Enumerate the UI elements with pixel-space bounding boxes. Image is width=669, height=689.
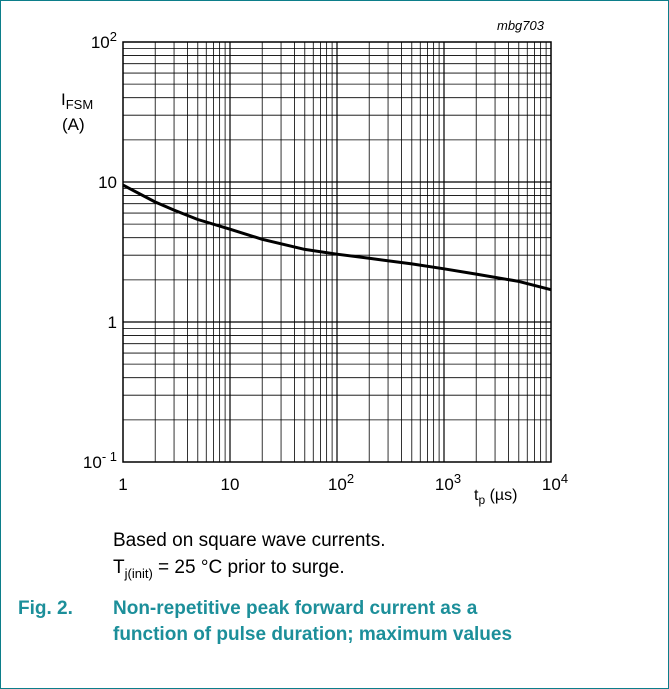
y-tick-label: 10 [98,173,117,192]
note-line-1: Based on square wave currents. [113,530,386,551]
x-axis-label-main: t [474,487,479,504]
x-axis-label-unit: (µs) [485,487,518,504]
grid [123,42,551,462]
y-tick-label: 102 [91,29,117,52]
note-line-2-main: T [113,557,125,578]
y-axis-label: IFSM [61,90,94,112]
y-tick-label: 10- 1 [83,449,117,472]
y-axis-label-sub: FSM [65,97,94,112]
plot-border [122,41,552,463]
x-axis-label-sub: p [478,493,486,507]
series-line [122,183,552,292]
x-tick-label: 104 [542,471,568,494]
y-tick-label: 1 [108,313,117,332]
figure-caption: Fig. 2. Non-repetitive peak forward curr… [18,598,658,646]
x-tick-label: 102 [328,471,354,494]
note-line-2-sub: j(init) [124,566,153,581]
x-tick-label: 103 [435,471,461,494]
chart-id-tag: mbg703 [497,18,544,33]
caption-line-2: function of pulse duration; maximum valu… [113,624,513,645]
caption-line-1: Non-repetitive peak forward current as a [113,598,478,619]
y-axis-label-main: I [61,90,66,109]
x-axis-label: tp (µs) [474,487,518,507]
x-tick-label: 10 [221,475,240,494]
note-line-2: Tj(init) = 25 °C prior to surge. [113,557,345,581]
figure-label: Fig. 2. [18,598,73,619]
y-axis-unit: (A) [62,115,85,134]
x-tick-label: 1 [118,475,127,494]
series-layer [122,183,552,292]
note-line-2-rest: = 25 °C prior to surge. [152,557,345,578]
